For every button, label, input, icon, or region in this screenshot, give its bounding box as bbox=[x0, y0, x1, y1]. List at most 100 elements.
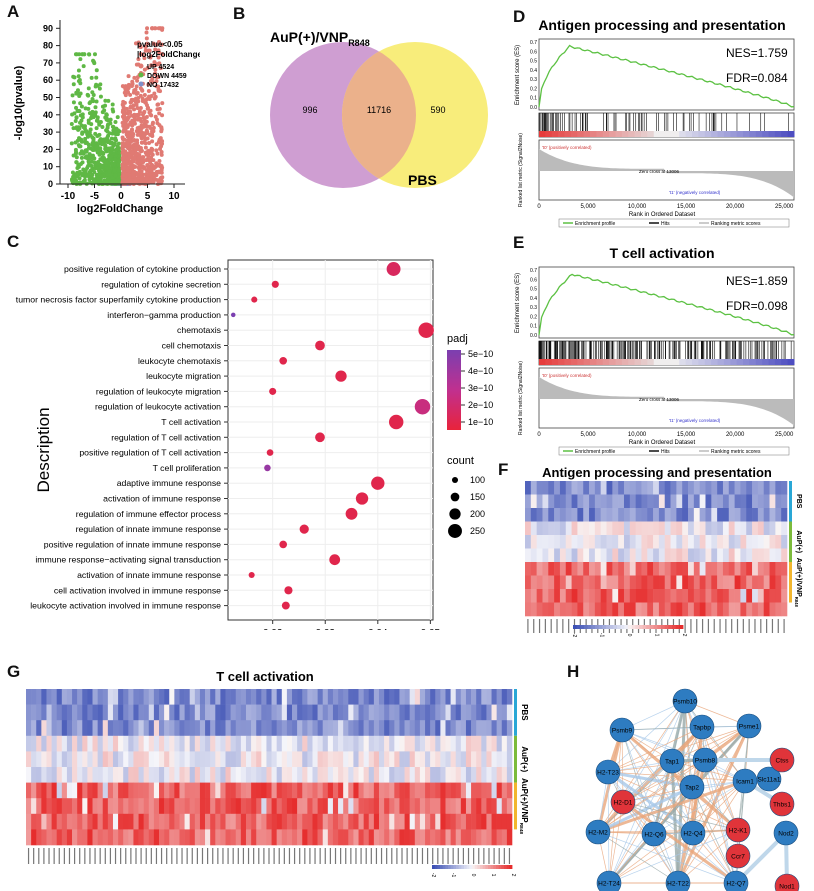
gsea-fdr: FDR=0.084 bbox=[726, 71, 788, 85]
heatmap-scale-label: 2 bbox=[681, 634, 687, 637]
heatmap-cell bbox=[266, 735, 272, 752]
heatmap-cell bbox=[425, 813, 431, 830]
heatmap-cell bbox=[373, 813, 380, 830]
gsea-rank-bar bbox=[730, 131, 738, 137]
heatmap-cell bbox=[577, 602, 584, 617]
heatmap-cell bbox=[641, 602, 648, 617]
go-term-label: regulation of leukocyte migration bbox=[96, 386, 221, 396]
heatmap-cell bbox=[476, 735, 482, 752]
heatmap-group-label: AuP(+)/VNPR848 bbox=[518, 778, 529, 834]
heatmap-cell bbox=[112, 720, 119, 737]
volcano-point-up bbox=[125, 116, 130, 121]
heatmap-cell bbox=[312, 720, 318, 737]
heatmap-scale-bar bbox=[490, 865, 494, 869]
volcano-point-down bbox=[98, 82, 103, 87]
volcano-point-down bbox=[103, 115, 108, 120]
heatmap-cell bbox=[143, 829, 150, 846]
heatmap-cell bbox=[440, 798, 446, 815]
heatmap-cell bbox=[506, 813, 513, 830]
heatmap-gene-label-mark bbox=[760, 619, 762, 633]
heatmap-cell bbox=[491, 689, 497, 705]
volcano-point-down bbox=[101, 156, 106, 161]
count-legend-label: 150 bbox=[470, 492, 485, 502]
heatmap-cell bbox=[664, 521, 671, 536]
go-term-dot bbox=[355, 492, 369, 505]
heatmap-cell bbox=[338, 767, 344, 783]
heatmap-cell bbox=[682, 535, 689, 549]
heatmap-cell bbox=[205, 813, 211, 830]
heatmap-cell bbox=[189, 829, 196, 846]
heatmap-cell bbox=[769, 562, 776, 576]
go-term-label: leukocyte migration bbox=[146, 371, 221, 381]
heatmap-cell bbox=[97, 689, 104, 705]
heatmap-cell bbox=[26, 704, 32, 721]
heatmap-cell bbox=[266, 829, 272, 846]
volcano-point-down bbox=[97, 122, 102, 127]
network-node-label: Nod2 bbox=[778, 831, 794, 838]
network-node-label: Tap1 bbox=[665, 759, 679, 766]
heatmap-cell bbox=[184, 767, 191, 783]
heatmap-cell bbox=[699, 548, 706, 563]
gsea-es-ylabel: Enrichment score (ES) bbox=[515, 45, 521, 105]
volcano-point-up bbox=[120, 120, 125, 125]
heatmap-cell bbox=[220, 720, 226, 737]
heatmap-cell bbox=[235, 782, 242, 799]
volcano-point-up bbox=[135, 126, 140, 131]
heatmap-scale-bar bbox=[620, 625, 625, 629]
heatmap-cell bbox=[51, 720, 57, 737]
heatmap-gene-label-mark bbox=[58, 848, 60, 864]
heatmap-cell bbox=[394, 704, 400, 721]
gsea-es-tick: 0.6 bbox=[530, 49, 537, 55]
heatmap-cell bbox=[445, 689, 451, 705]
heatmap-gene-label-mark bbox=[550, 619, 552, 633]
heatmap-cell bbox=[123, 767, 129, 783]
network-node-label: H2-Q4 bbox=[683, 831, 703, 838]
heatmap-cell bbox=[143, 704, 150, 721]
heatmap-gene-label-mark bbox=[713, 619, 715, 633]
volcano-point-up bbox=[135, 151, 140, 156]
heatmap-cell bbox=[189, 689, 196, 705]
gsea-rank-bar bbox=[717, 359, 725, 365]
volcano-point-up bbox=[127, 136, 132, 141]
heatmap-cell bbox=[133, 829, 139, 846]
heatmap-cell bbox=[491, 782, 497, 799]
heatmap-cell bbox=[542, 589, 549, 603]
heatmap-gene-label-mark bbox=[278, 848, 280, 864]
heatmap-cell bbox=[133, 798, 139, 815]
heatmap-cell bbox=[276, 720, 283, 737]
network-node-label: Tap2 bbox=[685, 785, 699, 792]
heatmap-cell bbox=[781, 575, 788, 590]
heatmap-cell bbox=[542, 535, 549, 549]
heatmap-cell bbox=[276, 813, 283, 830]
heatmap-cell bbox=[66, 782, 73, 799]
heatmap-group-bar bbox=[514, 735, 517, 783]
heatmap-cell bbox=[327, 735, 334, 752]
heatmap-cell bbox=[271, 798, 277, 815]
heatmap-cell bbox=[440, 735, 446, 752]
heatmap-cell bbox=[471, 751, 477, 768]
heatmap-cell bbox=[153, 689, 160, 705]
heatmap-cell bbox=[606, 548, 613, 563]
heatmap-cell bbox=[465, 704, 472, 721]
heatmap-cell bbox=[658, 481, 666, 495]
heatmap-cell bbox=[87, 798, 93, 815]
volcano-point-up bbox=[142, 92, 147, 97]
heatmap-cell bbox=[189, 813, 196, 830]
heatmap-cell bbox=[169, 704, 175, 721]
heatmap-gene-label-mark bbox=[104, 848, 106, 864]
heatmap-gene-label-mark bbox=[568, 619, 570, 633]
heatmap-cell bbox=[220, 689, 226, 705]
heatmap-cell bbox=[220, 813, 226, 830]
heatmap-cell bbox=[286, 751, 293, 768]
heatmap-cell bbox=[271, 829, 277, 846]
heatmap-cell bbox=[688, 602, 695, 617]
heatmap-cell bbox=[61, 735, 68, 752]
heatmap-cell bbox=[705, 508, 712, 522]
network-edge bbox=[597, 829, 739, 833]
heatmap-gene-label-mark bbox=[222, 848, 224, 864]
heatmap-cell bbox=[476, 813, 482, 830]
heatmap-cell bbox=[353, 751, 359, 768]
heatmap-cell bbox=[465, 829, 472, 846]
volcano-point-up bbox=[143, 137, 148, 142]
heatmap-cell bbox=[184, 829, 191, 846]
